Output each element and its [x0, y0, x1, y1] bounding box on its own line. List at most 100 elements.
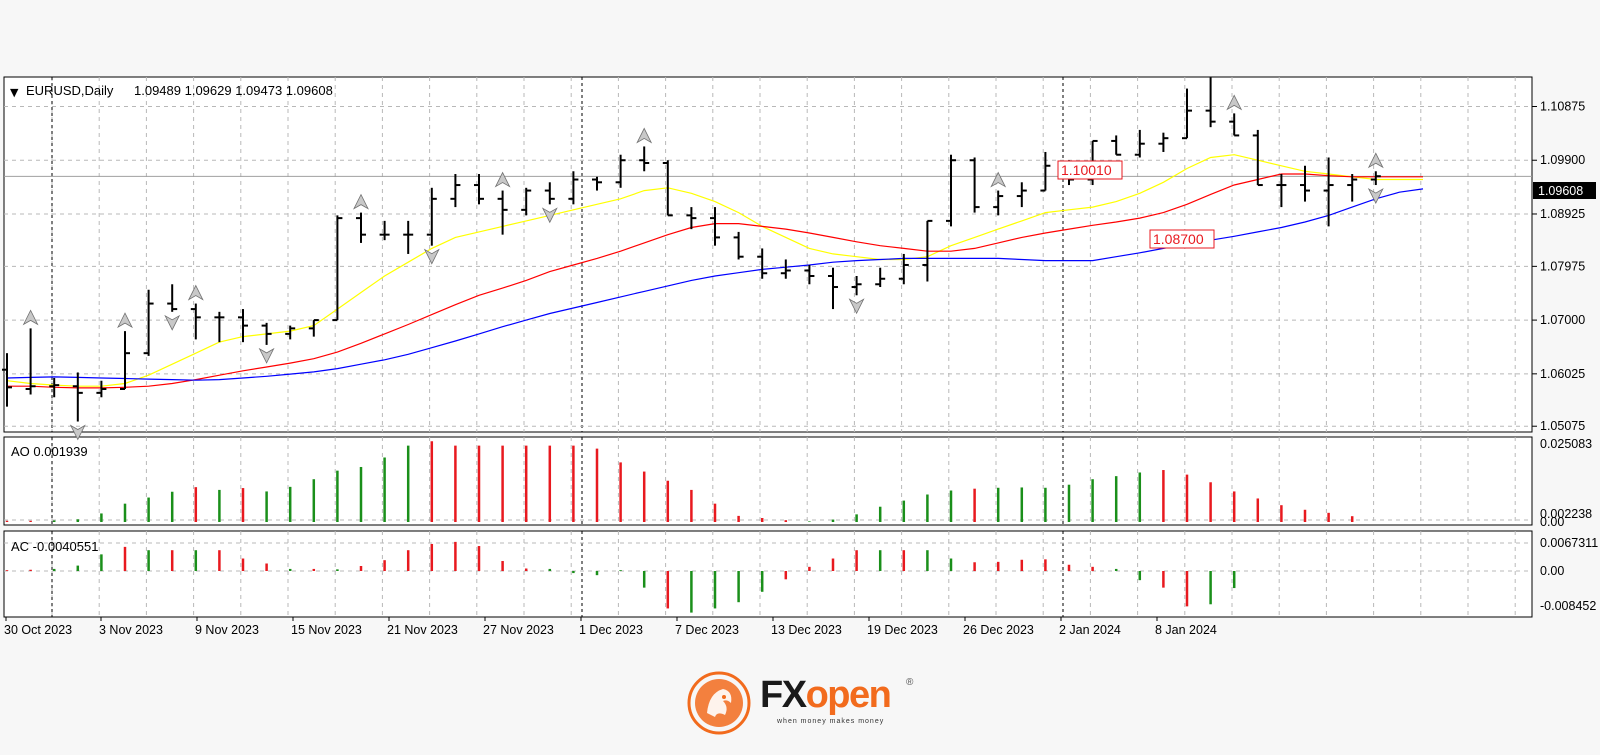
ohlc-bar	[804, 264, 815, 285]
fractal-up-icon	[187, 284, 204, 301]
ohlc-bar	[544, 182, 555, 205]
ohlc-bar	[1016, 182, 1027, 208]
ohlc-bar	[96, 380, 107, 398]
x-tick-label: 19 Dec 2023	[867, 623, 938, 637]
high-price-marker-text: 1.10010	[1061, 162, 1112, 178]
brand-fx: FX	[760, 674, 807, 716]
x-tick-label: 2 Jan 2024	[1059, 623, 1121, 637]
current-price-text: 1.09608	[1538, 184, 1583, 198]
x-tick-label: 26 Dec 2023	[963, 623, 1034, 637]
ohlc-bar	[1111, 135, 1122, 156]
ohlc-bar	[143, 289, 154, 356]
fractal-up-icon	[22, 309, 39, 326]
y-tick-label: 1.07975	[1540, 259, 1585, 273]
ohlc-bar	[497, 190, 508, 235]
price-bars	[2, 77, 1381, 422]
fractal-down-icon	[69, 424, 86, 441]
ohlc-bar	[1229, 113, 1240, 137]
fractal-down-icon	[541, 207, 558, 224]
ao-indicator-label: AO 0.001939	[11, 444, 88, 459]
brand-tagline: when money makes money	[777, 718, 885, 725]
ohlc-bar	[1182, 88, 1192, 140]
ac-tick-label: 0.00	[1540, 564, 1564, 578]
high-price-marker: 1.10010	[1057, 160, 1123, 180]
ohlc-bar	[733, 231, 744, 260]
y-tick-label: 1.10875	[1540, 99, 1585, 113]
ao-tick-label: 0.025083	[1540, 437, 1592, 451]
ohlc-bar	[261, 322, 272, 345]
ohlc-bar	[238, 309, 248, 343]
ohlc-bar	[662, 160, 673, 217]
ohlc-bar	[615, 154, 626, 188]
ohlc-bar	[403, 220, 414, 254]
ohlc-bar	[1347, 174, 1358, 202]
fractal-down-icon	[1367, 188, 1384, 204]
low-price-marker-text: 1.08700	[1153, 231, 1204, 247]
ao-panel[interactable]	[3, 436, 1533, 526]
ohlc-bar	[969, 157, 980, 213]
x-tick-label: 1 Dec 2023	[579, 623, 643, 637]
main-chart-panel[interactable]	[3, 76, 1533, 433]
ohlc-bar	[993, 190, 1004, 216]
x-tick-label: 8 Jan 2024	[1155, 623, 1217, 637]
y-tick-label: 1.06025	[1540, 367, 1585, 381]
ohlc-bar	[780, 259, 791, 279]
ao-tick-label: 0.002238	[1540, 507, 1592, 521]
axis-labels: 1.10875 1.09900 1.08925 1.07975 1.07000 1.060…	[4, 99, 1598, 637]
low-price-marker: 1.08700	[1149, 229, 1215, 249]
ohlc-bar	[356, 212, 366, 243]
y-tick-label: 1.05075	[1540, 419, 1585, 433]
ohlc-bar	[285, 325, 296, 340]
ac-panel[interactable]	[3, 530, 1533, 618]
ohlc-bar	[1252, 129, 1263, 187]
ohlc-bar	[450, 174, 461, 208]
y-tick-label: 1.08925	[1540, 207, 1585, 221]
ohlc-bar	[851, 275, 862, 296]
ohlc-bar	[474, 174, 484, 205]
ac-tick-label: -0.008452	[1540, 599, 1596, 613]
chart-menu-icon[interactable]: ▼	[10, 86, 19, 99]
fractal-up-icon	[636, 127, 653, 144]
ohlc-bar	[521, 187, 532, 216]
fractal-up-icon	[1226, 94, 1243, 111]
ohlc-bar	[639, 146, 650, 172]
ac-tick-label: 0.0067311	[1540, 536, 1598, 550]
y-tick-label: 1.07000	[1540, 313, 1585, 327]
ohlc-bar	[426, 187, 437, 246]
ohlc-bar	[1370, 171, 1381, 186]
ohlc-bar	[568, 171, 579, 205]
fractal-markers	[22, 94, 1384, 441]
ohlc-bar	[592, 176, 602, 191]
ohlc-bar	[898, 253, 909, 285]
grid-lines	[4, 77, 1532, 617]
brand-name: FXopen	[760, 674, 892, 716]
x-tick-label: 13 Dec 2023	[771, 623, 842, 637]
ohlc-bar	[214, 311, 225, 343]
ohlc-bar	[922, 219, 933, 282]
ohlc-bar	[828, 267, 838, 310]
ohlc-bar	[1300, 165, 1310, 202]
ohlc-bar	[1134, 129, 1145, 158]
ohlc-bar	[332, 215, 343, 322]
ohlc-bar	[710, 207, 720, 246]
ohlc-bar	[686, 207, 697, 230]
ohlc-values: 1.09489 1.09629 1.09473 1.09608	[134, 83, 333, 98]
x-tick-label: 9 Nov 2023	[195, 623, 259, 637]
fractal-up-icon	[990, 171, 1007, 188]
y-tick-label: 1.09900	[1540, 153, 1585, 167]
x-tick-label: 7 Dec 2023	[675, 623, 739, 637]
fractal-down-icon	[423, 248, 440, 265]
ohlc-bar	[875, 267, 886, 288]
fractal-down-icon	[164, 314, 181, 331]
symbol-label: EURUSD,Daily	[26, 83, 114, 98]
ac-histogram	[5, 541, 1236, 613]
ohlc-bar	[1040, 151, 1051, 192]
ohlc-bar	[49, 377, 60, 398]
fractal-up-icon	[494, 171, 511, 188]
trading-chart[interactable]: 1.10875 1.09900 1.08925 1.07975 1.07000 1.060…	[0, 0, 1600, 640]
fractal-up-icon	[353, 193, 369, 210]
x-tick-label: 30 Oct 2023	[4, 623, 72, 637]
ohlc-bar	[120, 331, 130, 391]
ao-histogram	[5, 441, 1354, 522]
fxopen-logo: FXopen ® when money makes money	[687, 671, 922, 735]
